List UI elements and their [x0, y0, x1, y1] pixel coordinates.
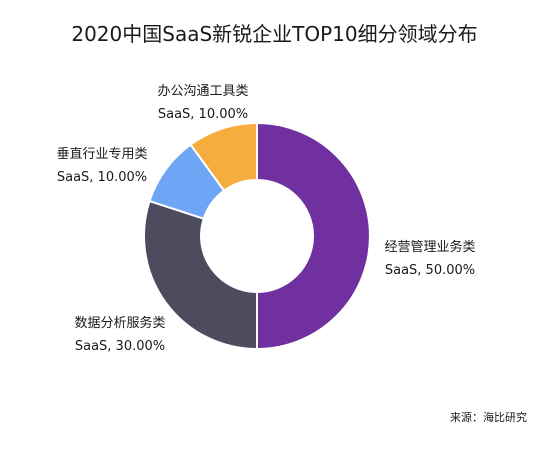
donut-slice-4	[189, 121, 258, 193]
slice-label-value-1: SaaS, 50.00%	[385, 263, 475, 278]
slice-label-value-3: SaaS, 10.00%	[57, 170, 147, 185]
donut-slice-1	[256, 121, 371, 351]
chart-title: 2020中国SaaS新锐企业TOP10细分领域分布	[71, 22, 478, 46]
slice-label-name-2: 数据分析服务类	[74, 315, 165, 331]
slice-label-name-4: 办公沟通工具类	[157, 84, 248, 99]
source-note: 来源：海比研究	[450, 411, 527, 424]
slice-label-value-4: SaaS, 10.00%	[158, 107, 248, 122]
slice-label-name-3: 垂直行业专用类	[56, 147, 147, 162]
slice-label-value-2: SaaS, 30.00%	[75, 339, 165, 354]
slice-label-name-1: 经营管理业务类	[384, 239, 475, 255]
donut-slice-2	[143, 199, 258, 351]
